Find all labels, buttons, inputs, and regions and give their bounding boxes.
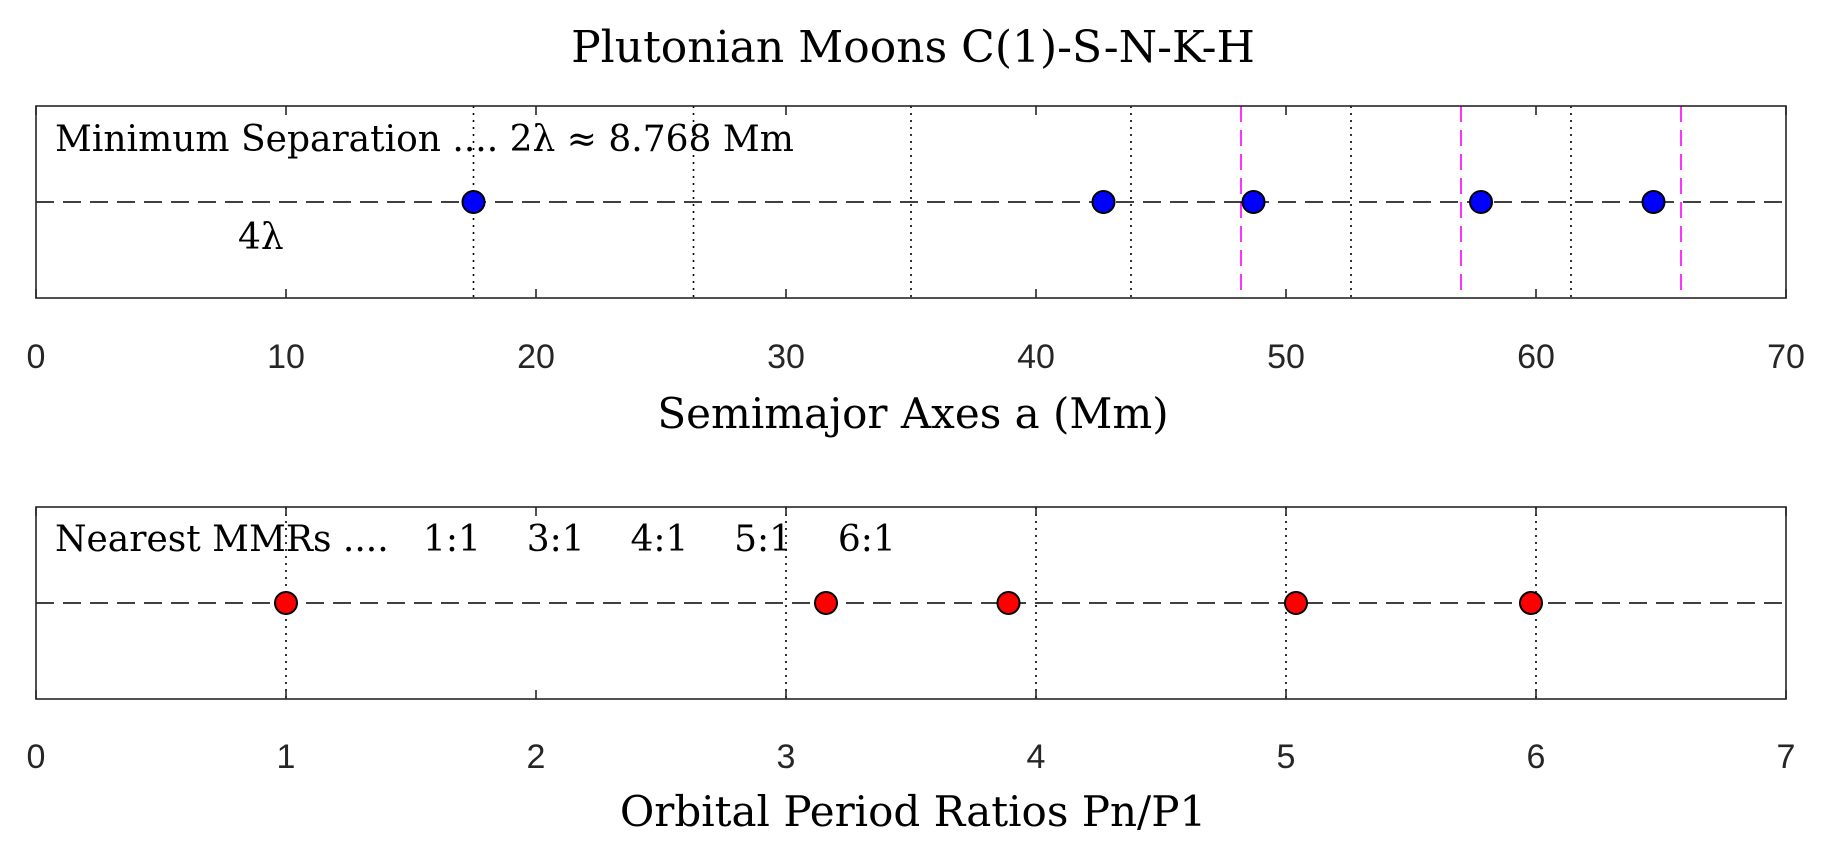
x-tick-label: 3: [777, 738, 796, 776]
panel-period-ratios: Nearest MMRs .... 1:1 3:1 4:1 5:1 6:1 Or…: [27, 506, 1796, 836]
data-point: [814, 591, 838, 615]
x-tick-label: 0: [27, 338, 46, 376]
x-tick-label: 30: [767, 338, 805, 376]
x-axis-label: Semimajor Axes a (Mm): [657, 389, 1168, 438]
x-tick-label: 0: [27, 738, 46, 776]
annotation-four-lambda: 4λ: [238, 217, 284, 258]
x-tick-label: 20: [517, 338, 555, 376]
data-point: [1469, 190, 1493, 214]
x-tick-label: 6: [1527, 738, 1546, 776]
x-tick-label: 50: [1267, 338, 1305, 376]
x-tick-label: 60: [1517, 338, 1555, 376]
data-point: [1241, 190, 1266, 214]
annotation-nearest-mmrs: Nearest MMRs .... 1:1 3:1 4:1 5:1 6:1: [55, 519, 896, 560]
data-point: [461, 190, 486, 214]
annotation-minimum-separation: Minimum Separation .... 2λ ≈ 8.768 Mm: [55, 119, 794, 160]
x-tick-label: 2: [527, 738, 546, 776]
data-point: [1519, 591, 1543, 615]
axes-box: [35, 105, 1787, 299]
x-tick-label: 10: [267, 338, 305, 376]
x-tick-label: 7: [1777, 738, 1796, 776]
data-point: [1284, 591, 1308, 615]
axes-box: [35, 506, 1787, 700]
x-tick-label: 40: [1017, 338, 1055, 376]
figure-title: Plutonian Moons C(1)-S-N-K-H: [571, 22, 1255, 73]
x-tick-label: 1: [277, 738, 296, 776]
data-point: [1641, 190, 1666, 214]
data-point: [1091, 190, 1116, 214]
x-tick-label: 4: [1027, 738, 1046, 776]
panel-semimajor-axes: Minimum Separation .... 2λ ≈ 8.768 Mm 4λ…: [27, 105, 1805, 438]
x-axis-label: Orbital Period Ratios Pn/P1: [620, 787, 1206, 836]
data-point: [996, 591, 1021, 615]
x-tick-label: 5: [1277, 738, 1296, 776]
x-tick-label: 70: [1767, 338, 1805, 376]
data-point: [274, 591, 298, 615]
